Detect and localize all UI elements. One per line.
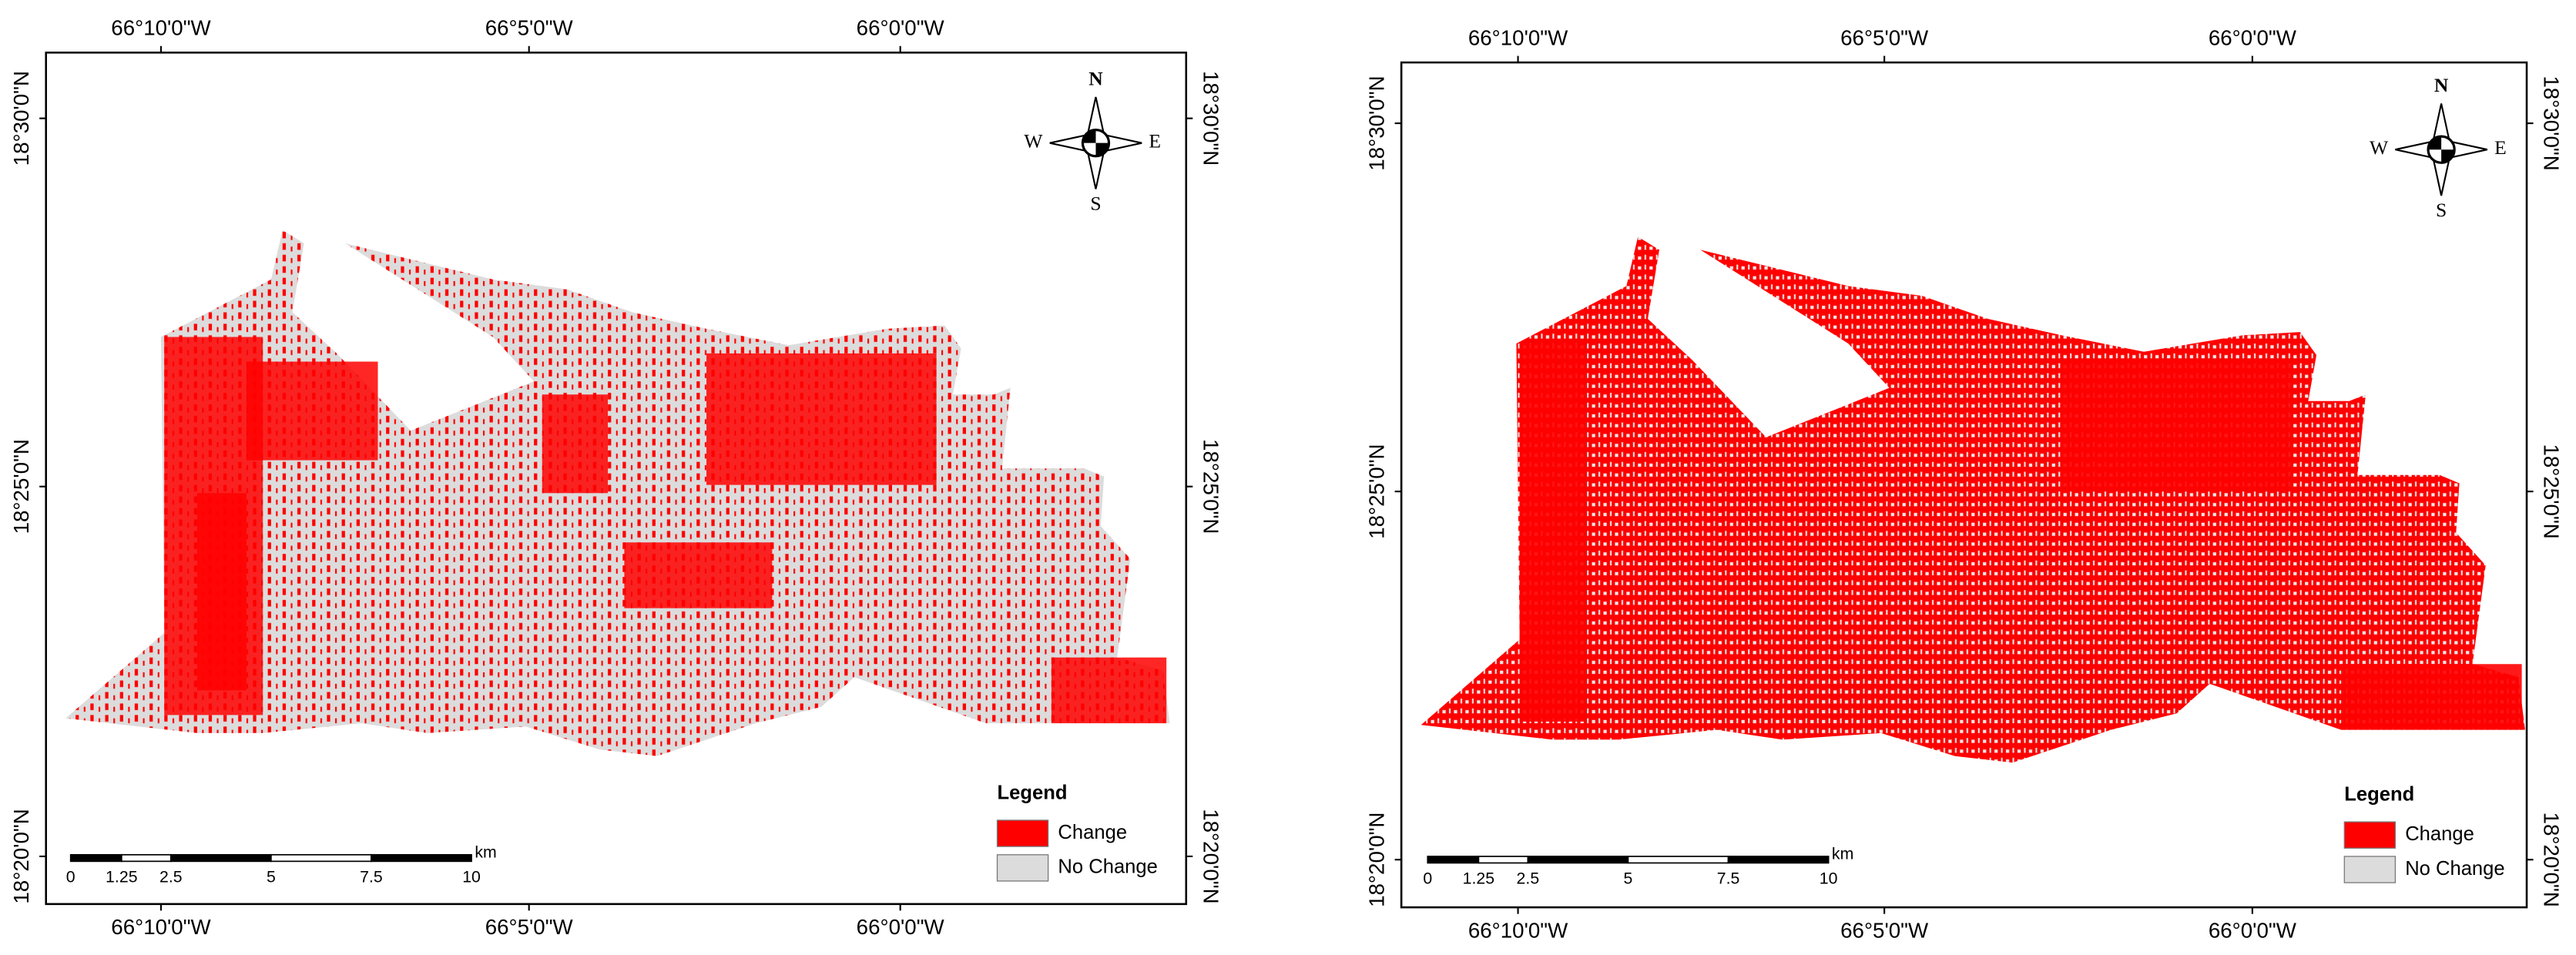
- compass-quad: [2428, 136, 2455, 163]
- legend-label: No Change: [2405, 858, 2504, 880]
- lon-label: 66°10'0"W: [1468, 26, 1568, 50]
- change-patch: [2061, 360, 2293, 492]
- lon-label: 66°5'0"W: [485, 16, 574, 40]
- compass-n: N: [1088, 67, 1103, 89]
- map-frame: [45, 52, 1188, 906]
- lon-label: 66°0'0"W: [857, 915, 945, 939]
- compass-w: W: [2370, 136, 2389, 159]
- lon-label: 66°0'0"W: [2209, 918, 2297, 942]
- change-patch: [706, 353, 937, 485]
- lat-label: 18°20'0"N: [2540, 813, 2564, 907]
- lat-label: 18°25'0"N: [2540, 444, 2564, 538]
- scale-unit: km: [1832, 844, 1853, 863]
- lon-label: 66°0'0"W: [857, 16, 945, 40]
- legend-title: Legend: [998, 782, 1068, 804]
- scale-label: 1.25: [1463, 869, 1495, 887]
- legend-label: Change: [2405, 823, 2474, 845]
- scale-label: 1.25: [106, 867, 138, 886]
- scale-label: 10: [462, 867, 481, 886]
- scale-segment: [1727, 856, 1830, 864]
- change-patch: [196, 493, 247, 691]
- change-patch: [624, 542, 773, 608]
- scale-segment: [371, 853, 472, 863]
- change-patch: [542, 394, 609, 494]
- change-patch: [1051, 657, 1167, 724]
- legend-title: Legend: [2344, 784, 2414, 806]
- scale-segment: [120, 853, 172, 863]
- scale-segment: [270, 853, 372, 863]
- scale-label: 0: [66, 867, 75, 886]
- scale-segment: [1478, 856, 1529, 864]
- map-frame: [1400, 61, 2528, 909]
- legend-swatch: [2343, 856, 2397, 883]
- lon-label: 66°5'0"W: [485, 915, 574, 939]
- legend-swatch: [996, 819, 1049, 847]
- map-area: [65, 230, 1170, 756]
- lon-label: 66°5'0"W: [1840, 26, 1929, 50]
- lat-label: 18°20'0"N: [1199, 809, 1223, 903]
- scale-label: 7.5: [1717, 869, 1740, 887]
- north-arrow: N S W E: [1024, 67, 1161, 214]
- lat-label: 18°25'0"N: [1199, 439, 1223, 534]
- scale-label: 10: [1820, 869, 1838, 887]
- map-panel: 66°10'0"W 66°10'0"W 66°5'0"W 66°5'0"W 66°0'0…: [9, 16, 1223, 939]
- scale-segment: [69, 853, 122, 863]
- compass-w: W: [1024, 130, 1043, 152]
- scale-label: 2.5: [159, 867, 183, 886]
- lat-label: 18°30'0"N: [1199, 71, 1223, 166]
- lon-label: 66°5'0"W: [1840, 918, 1929, 942]
- map-area: [1420, 236, 2525, 763]
- lat-label: 18°30'0"N: [2540, 75, 2564, 170]
- lon-label: 66°10'0"W: [111, 16, 211, 40]
- change-patch: [1519, 343, 1586, 722]
- compass-e: E: [2494, 136, 2507, 159]
- scale-segment: [1427, 856, 1480, 864]
- lat-label: 18°30'0"N: [1365, 75, 1389, 170]
- lat-label: 18°20'0"N: [9, 809, 33, 903]
- compass-s: S: [2436, 199, 2447, 221]
- lon-label: 66°10'0"W: [1468, 918, 1568, 942]
- lon-label: 66°0'0"W: [2209, 26, 2297, 50]
- compass-quad: [1082, 129, 1109, 156]
- lat-label: 18°25'0"N: [9, 439, 33, 534]
- scale-label: 0: [1423, 869, 1432, 887]
- lon-label: 66°10'0"W: [111, 915, 211, 939]
- scale-unit: km: [475, 843, 496, 861]
- legend-label: Change: [1058, 822, 1127, 843]
- north-arrow: N S W E: [2370, 74, 2507, 221]
- scale-label: 2.5: [1517, 869, 1540, 887]
- lat-label: 18°30'0"N: [9, 71, 33, 166]
- scale-label: 5: [267, 867, 276, 886]
- legend-swatch: [2343, 821, 2397, 849]
- scale-segment: [1527, 856, 1629, 864]
- change-patch: [246, 361, 378, 461]
- change-patch: [2341, 664, 2522, 730]
- compass-e: E: [1149, 130, 1161, 152]
- scale-label: 7.5: [360, 867, 383, 886]
- compass-n: N: [2434, 74, 2449, 96]
- compass-s: S: [1090, 193, 1101, 215]
- lat-label: 18°25'0"N: [1365, 444, 1389, 538]
- map-panel: 66°10'0"W 66°10'0"W 66°5'0"W 66°5'0"W 66°0'0…: [1365, 26, 2564, 943]
- lat-label: 18°20'0"N: [1365, 813, 1389, 907]
- legend-label: No Change: [1058, 856, 1157, 878]
- scale-segment: [169, 853, 272, 863]
- scale-segment: [1627, 856, 1729, 864]
- scale-label: 5: [1624, 869, 1633, 887]
- legend-swatch: [996, 854, 1049, 882]
